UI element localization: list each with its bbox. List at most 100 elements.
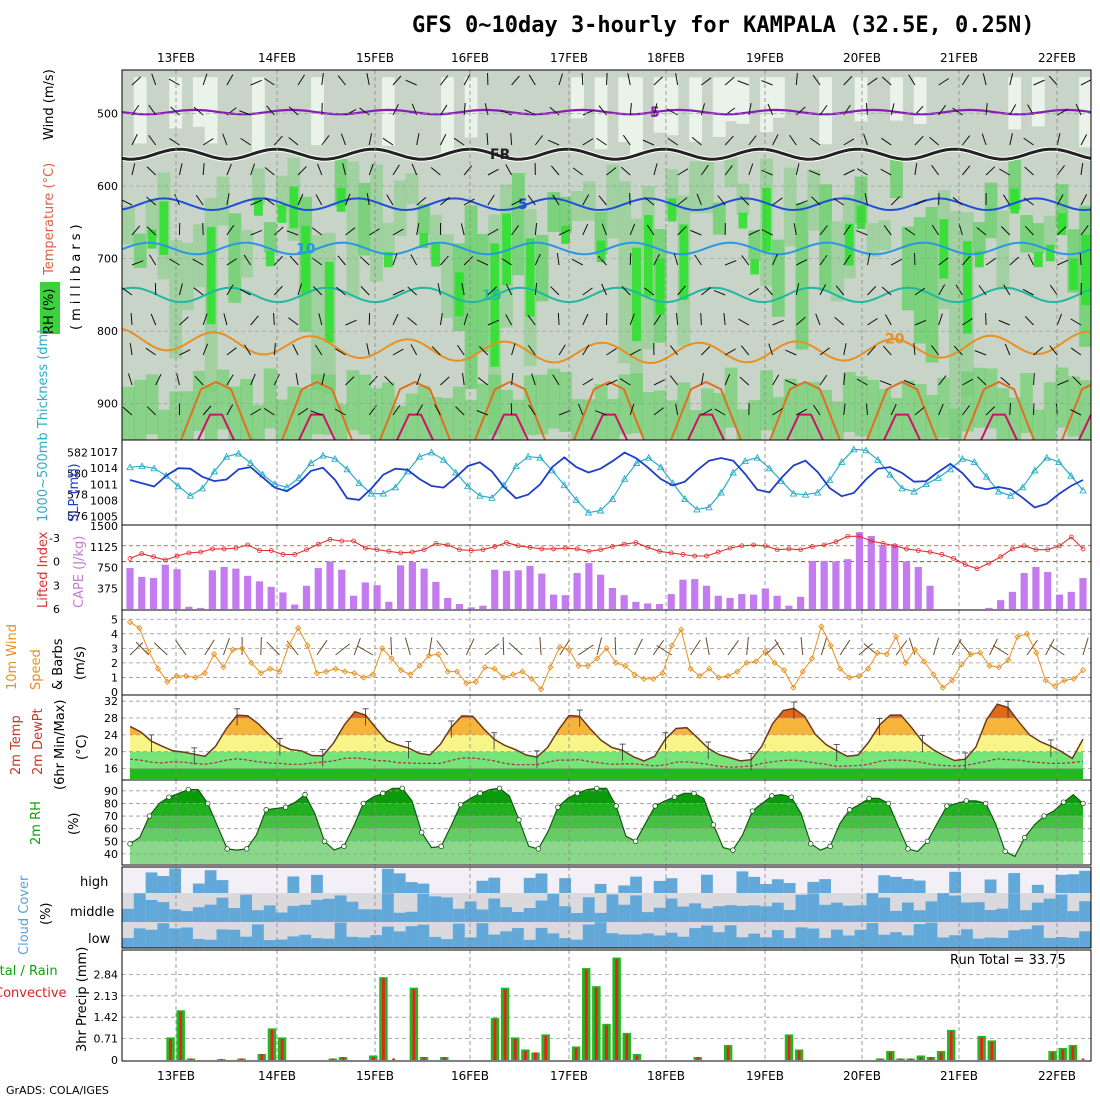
rh-cell bbox=[476, 233, 490, 352]
rh-low-cell bbox=[925, 394, 939, 440]
wind-barb bbox=[297, 407, 309, 416]
cloud-cell bbox=[311, 899, 324, 922]
cloud-cell bbox=[984, 879, 997, 893]
wind-barb bbox=[675, 403, 679, 416]
wind-barb bbox=[1009, 104, 1017, 116]
rh-core-cell bbox=[844, 223, 854, 266]
surface-wind-barb bbox=[502, 636, 505, 656]
cloud-cell bbox=[263, 905, 277, 922]
wind-barb bbox=[1056, 194, 1064, 206]
wind-barb bbox=[178, 283, 183, 296]
rh-cell bbox=[819, 184, 833, 291]
wind-barb bbox=[169, 137, 180, 146]
wind-barb bbox=[250, 373, 256, 386]
wind-barb bbox=[1049, 284, 1058, 296]
wind-barb bbox=[179, 316, 189, 326]
cloud-cell bbox=[393, 931, 407, 948]
wind-barb bbox=[202, 313, 208, 326]
surface-wind-barb bbox=[508, 642, 523, 656]
wind-barb bbox=[264, 167, 275, 176]
wind-speed-point bbox=[126, 619, 134, 626]
wind-barb bbox=[835, 285, 845, 296]
wind-barb bbox=[748, 135, 757, 146]
wind-barb bbox=[130, 312, 133, 326]
wind-barb bbox=[360, 286, 370, 296]
rh-cell bbox=[181, 242, 194, 311]
li-point bbox=[139, 551, 145, 557]
wind-speed-point bbox=[425, 652, 433, 659]
wind-barb bbox=[226, 347, 237, 356]
cloud-cell bbox=[476, 880, 489, 893]
li-point bbox=[821, 542, 827, 548]
wind-barb bbox=[392, 228, 404, 236]
wind-barb bbox=[1072, 376, 1082, 386]
wind-speed-point bbox=[238, 645, 246, 652]
top-date-label: 16FEB bbox=[451, 51, 489, 65]
precip-convective-bar bbox=[888, 1052, 892, 1060]
wind-barb bbox=[131, 260, 144, 266]
wind-speed-point bbox=[257, 669, 264, 677]
cape-bar bbox=[361, 582, 369, 609]
surface-wind-barb bbox=[204, 639, 215, 656]
surface-wind-barb bbox=[357, 645, 374, 656]
thickness-point bbox=[210, 467, 219, 475]
cloud-cell bbox=[429, 896, 442, 922]
rh-low-cell bbox=[181, 391, 194, 440]
wind-barb bbox=[226, 258, 238, 266]
wind-barb bbox=[629, 348, 642, 356]
li-point bbox=[162, 557, 168, 563]
rh-dry-cell bbox=[441, 77, 454, 154]
rh-low-cell bbox=[866, 379, 880, 440]
wind-barb bbox=[843, 138, 855, 146]
wind-barb bbox=[772, 319, 784, 326]
cloud-cell-bg bbox=[937, 868, 950, 893]
rh-low-cell bbox=[842, 372, 856, 433]
surface-wind-barb bbox=[764, 642, 779, 656]
thickness-point bbox=[789, 489, 798, 497]
wind-barb bbox=[952, 107, 963, 116]
cloud-cell bbox=[1079, 931, 1091, 948]
rh-core-cell bbox=[1033, 252, 1043, 268]
wind-barb bbox=[174, 193, 180, 206]
wind-barb bbox=[392, 289, 405, 296]
wind-barb bbox=[819, 374, 828, 386]
wind-barb bbox=[288, 317, 299, 326]
cloud-cell bbox=[523, 907, 537, 922]
cloud-cell bbox=[594, 922, 607, 948]
cloud-cell-bg bbox=[429, 868, 442, 893]
cloud-cell bbox=[275, 912, 288, 922]
cloud-cell bbox=[381, 868, 395, 893]
wind-barb bbox=[317, 163, 323, 176]
rh-dry-cell bbox=[381, 77, 395, 146]
wind-speed-point bbox=[808, 655, 816, 662]
wind-barb bbox=[985, 312, 987, 326]
rh-cell bbox=[122, 205, 135, 245]
wind-barb bbox=[411, 103, 418, 116]
surface-wind-barb bbox=[705, 637, 710, 656]
rh-point bbox=[146, 813, 153, 819]
wind-barb bbox=[416, 404, 423, 416]
wind-barb bbox=[953, 345, 963, 356]
wind-axis-label-4: (m/s) bbox=[73, 646, 88, 680]
wind-barb bbox=[724, 135, 734, 146]
cloud-cell bbox=[488, 877, 501, 893]
rh-point bbox=[380, 790, 386, 797]
wind-barb bbox=[461, 283, 465, 296]
cloud-cell bbox=[594, 912, 607, 922]
rh-low-cell bbox=[701, 388, 714, 440]
cloud-cell-bg bbox=[831, 868, 844, 893]
rh-point bbox=[477, 790, 483, 797]
wind-barb bbox=[131, 104, 140, 116]
rh-dry-cell bbox=[630, 77, 643, 156]
wind-barb bbox=[411, 163, 418, 176]
wind-barb bbox=[321, 135, 330, 146]
cloud-cell-bg bbox=[1020, 868, 1033, 893]
wind-barb bbox=[582, 109, 595, 116]
wind-barb bbox=[486, 132, 489, 146]
y-tick-label: 16 bbox=[104, 762, 118, 775]
cloud-cell bbox=[393, 912, 407, 922]
cape-bar bbox=[149, 578, 158, 609]
wind-barb bbox=[1024, 166, 1034, 176]
wind-barb bbox=[505, 283, 513, 296]
wind-barb bbox=[226, 224, 235, 236]
